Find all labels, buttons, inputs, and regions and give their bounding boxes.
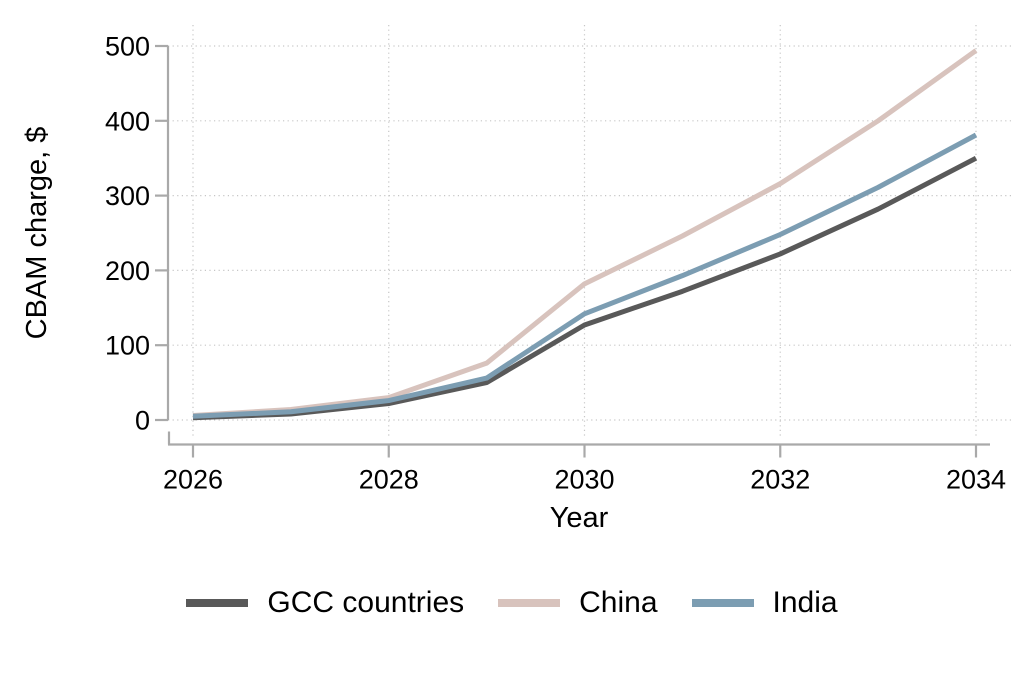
y-axis <box>155 44 170 422</box>
x-axis-title: Year <box>550 502 609 534</box>
plot-area: 0 100 200 300 400 500 2026 2028 2030 2032 2034 CB… <box>21 25 1012 534</box>
y-tick-labels: 0 100 200 300 400 500 <box>105 32 150 436</box>
y-axis-title: CBAM charge, $ <box>21 127 53 340</box>
legend: GCC countries China India <box>0 586 1024 620</box>
x-tick-label-2034: 2034 <box>946 465 1006 495</box>
y-tick-label-200: 200 <box>105 256 150 286</box>
vertical-gridlines <box>192 25 977 437</box>
legend-swatch-china <box>498 599 561 607</box>
x-tick-label-2030: 2030 <box>554 465 614 495</box>
x-tick-label-2032: 2032 <box>750 465 810 495</box>
series-lines <box>192 48 978 421</box>
y-tick-label-400: 400 <box>105 106 150 136</box>
y-tick-label-100: 100 <box>105 331 150 361</box>
legend-item-gcc-countries: GCC countries <box>186 586 464 620</box>
x-tick-label-2028: 2028 <box>359 465 419 495</box>
x-tick-labels: 2026 2028 2030 2032 2034 <box>163 465 1006 495</box>
legend-label-gcc-countries: GCC countries <box>267 586 465 619</box>
legend-item-china: China <box>498 586 658 620</box>
y-tick-label-0: 0 <box>135 406 150 436</box>
legend-label-india: India <box>772 586 838 619</box>
legend-swatch-india <box>691 599 754 607</box>
x-axis <box>167 431 990 458</box>
legend-label-china: China <box>579 586 658 619</box>
y-tick-label-300: 300 <box>105 181 150 211</box>
legend-swatch-gcc-countries <box>186 599 249 607</box>
legend-item-india: India <box>691 586 838 620</box>
y-tick-label-500: 500 <box>105 32 150 62</box>
x-tick-label-2026: 2026 <box>163 465 223 495</box>
series-line-india <box>192 132 978 419</box>
horizontal-gridlines <box>168 45 1012 421</box>
